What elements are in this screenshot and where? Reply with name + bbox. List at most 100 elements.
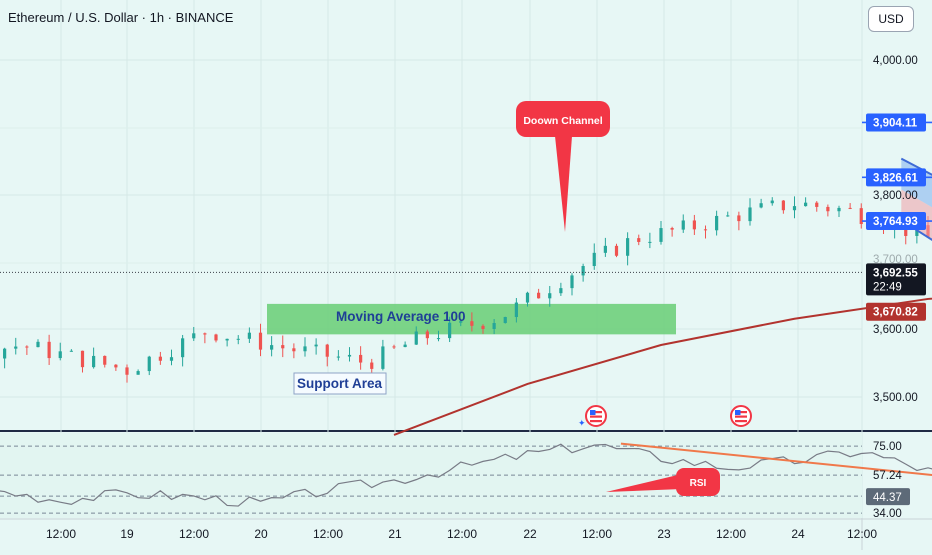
candle-body bbox=[559, 288, 563, 294]
candle-body bbox=[603, 245, 607, 253]
candle-body bbox=[448, 322, 452, 339]
candle-body bbox=[459, 321, 463, 323]
target-2-tag: 3,826.61 bbox=[873, 172, 918, 184]
candle-body bbox=[414, 331, 418, 345]
price-pane-bg bbox=[0, 0, 862, 430]
rsi-axis-tick: 75.00 bbox=[873, 441, 902, 453]
time-axis-tick: 23 bbox=[657, 527, 671, 541]
candle-body bbox=[759, 203, 763, 208]
time-axis-tick: 12:00 bbox=[847, 527, 877, 541]
price-axis-tick-partial: 3,700.00 bbox=[873, 254, 918, 266]
candle-body bbox=[136, 371, 140, 375]
candle-body bbox=[659, 228, 663, 242]
candle-body bbox=[236, 338, 240, 340]
candle-body bbox=[47, 341, 51, 359]
us-flag-icon bbox=[735, 410, 741, 415]
candle-body bbox=[804, 202, 808, 207]
candle-body bbox=[203, 333, 207, 335]
candle-body bbox=[748, 207, 752, 222]
candle-body bbox=[581, 266, 585, 276]
candle-body bbox=[537, 292, 541, 299]
candle-body bbox=[214, 334, 218, 341]
candle-body bbox=[158, 356, 162, 361]
candle-body bbox=[592, 252, 596, 267]
candle-body bbox=[670, 228, 674, 230]
moving-average-layer bbox=[393, 297, 932, 436]
candle-body bbox=[826, 206, 830, 212]
rsi-value-tag-bg bbox=[866, 488, 910, 506]
ma-value-tag-bg bbox=[866, 302, 926, 321]
candle-body bbox=[125, 367, 129, 375]
channel-lower-line bbox=[900, 219, 932, 242]
target-3-tag: 3,904.11 bbox=[873, 117, 918, 129]
time-axis: 12:00 19 12:00 20 12:00 21 12:00 22 12:00 23 12:00… bbox=[0, 518, 932, 541]
target-3-tag-bg bbox=[866, 113, 926, 132]
candle-body bbox=[292, 348, 296, 352]
rsi-line bbox=[0, 443, 932, 507]
candle-body bbox=[114, 364, 118, 368]
candle-body bbox=[225, 338, 229, 341]
candle-body bbox=[58, 351, 62, 359]
rsi-trendline bbox=[620, 442, 932, 476]
time-axis-tick: 12:00 bbox=[313, 527, 343, 541]
candle-body bbox=[859, 208, 863, 225]
us-flag-icon bbox=[590, 410, 596, 415]
candle-body bbox=[737, 215, 741, 222]
target-2-tag-bg bbox=[866, 168, 926, 187]
candle-body bbox=[103, 355, 107, 365]
currency-button[interactable]: USD bbox=[868, 6, 914, 32]
time-axis-tick: 24 bbox=[791, 527, 805, 541]
candle-body bbox=[192, 333, 196, 339]
us-flag-icon bbox=[735, 415, 747, 418]
sparkle-icon: ✦ bbox=[578, 418, 586, 428]
rsi-axis-tick: 57.24 bbox=[873, 470, 902, 482]
candle-body bbox=[80, 350, 85, 368]
candle-body bbox=[314, 344, 318, 347]
candle-body bbox=[381, 346, 385, 369]
time-axis-tick: 21 bbox=[388, 527, 402, 541]
rsi-axis-tick: 34.00 bbox=[873, 508, 902, 520]
us-flag-icon bbox=[590, 415, 602, 418]
candle-body bbox=[270, 345, 274, 350]
candle-body bbox=[181, 338, 185, 358]
candle-body bbox=[3, 348, 7, 359]
candle-body bbox=[492, 323, 496, 330]
candle-body bbox=[614, 245, 619, 256]
us-flag-icon bbox=[590, 420, 602, 423]
candle-body bbox=[436, 338, 441, 340]
us-flag-icon bbox=[735, 420, 747, 423]
candle-body bbox=[347, 354, 352, 357]
us-flag-icon bbox=[590, 411, 602, 414]
candle-body bbox=[570, 275, 574, 289]
price-axis-tick: 3,800.00 bbox=[873, 190, 918, 202]
time-axis-tick: 12:00 bbox=[179, 527, 209, 541]
channel-upper-line bbox=[900, 157, 932, 176]
candle-body bbox=[147, 356, 151, 372]
last-price-tag: 3,692.55 bbox=[873, 267, 918, 279]
candle-body bbox=[514, 302, 518, 318]
down-channel-callout-pointer bbox=[555, 136, 572, 232]
price-axis-tick: 3,500.00 bbox=[873, 392, 918, 404]
moving-average-label: Moving Average 100 bbox=[336, 309, 466, 324]
candle-body bbox=[715, 215, 719, 231]
candle-body bbox=[703, 229, 708, 231]
candle-body bbox=[359, 354, 363, 363]
target-1-tag: 3,764.93 bbox=[873, 216, 918, 228]
down-channel-callout-box bbox=[516, 101, 610, 137]
time-axis-tick: 12:00 bbox=[582, 527, 612, 541]
candle-body bbox=[370, 362, 374, 369]
candle-body bbox=[281, 345, 285, 349]
time-axis-tick: 12:00 bbox=[447, 527, 477, 541]
candle-body bbox=[503, 317, 507, 324]
rsi-label: RSI bbox=[690, 478, 707, 489]
price-axis-tick: 3,600.00 bbox=[873, 324, 918, 336]
candle-body bbox=[815, 202, 819, 207]
candle-body bbox=[325, 344, 329, 357]
rsi-layer: RSI bbox=[0, 442, 932, 507]
symbol-title: Ethereum / U.S. Dollar · 1h · BINANCE bbox=[8, 10, 234, 25]
ma-value-tag: 3,670.82 bbox=[873, 307, 918, 319]
countdown-tag: 22:49 bbox=[873, 281, 902, 293]
